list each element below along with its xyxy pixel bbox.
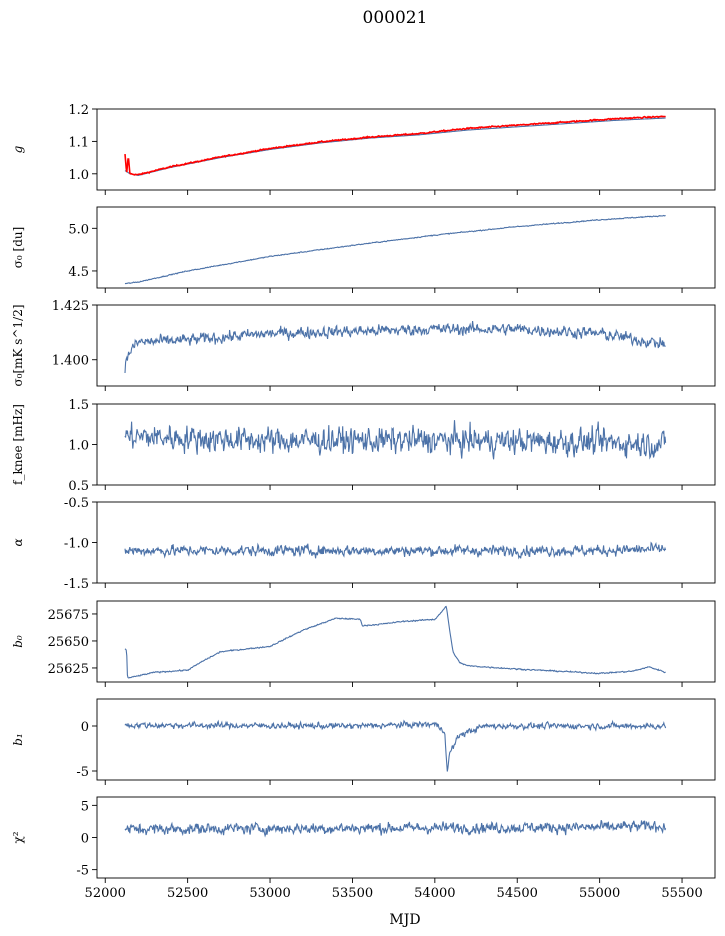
- series-line-g: [124, 117, 666, 176]
- y-tick-label: 5.0: [68, 222, 89, 237]
- y-tick-label: 0.5: [68, 479, 89, 494]
- y-axis-label: σ₀[mK s^1/2]: [11, 304, 25, 386]
- panel-g: 1.0 1.1 1.2 g: [11, 103, 716, 195]
- axes-frame: [96, 698, 716, 781]
- y-tick-label: 25675: [48, 608, 89, 623]
- y-axis-label: σ₀ [du]: [11, 227, 25, 269]
- y-tick-label: 25625: [48, 662, 89, 677]
- y-tick-label: 1.425: [52, 299, 89, 314]
- x-tick-label: 52000: [85, 886, 126, 901]
- panel-fknee: 0.5 1.0 1.5 f_knee [mHz]: [11, 398, 716, 494]
- axes-frame: [96, 796, 716, 879]
- panel-b0: 25625 25650 25675 b₀: [11, 600, 716, 687]
- axes-frame: [96, 403, 716, 486]
- x-tick-label: 54000: [414, 886, 455, 901]
- series-line-sigma0_white: [124, 321, 666, 374]
- y-tick-label: 1.1: [68, 135, 89, 150]
- y-tick-label: 0: [81, 720, 89, 735]
- y-axis-label: χ²: [11, 831, 25, 843]
- series-line-sigma0: [124, 214, 666, 285]
- x-tick-label: 54500: [497, 886, 538, 901]
- axes-frame: [96, 108, 716, 191]
- y-axis-label: α: [11, 538, 25, 546]
- x-tick-label: 55500: [661, 886, 702, 901]
- y-tick-label: -5: [76, 864, 89, 879]
- series-line-b0: [124, 605, 666, 679]
- x-tick-label: 52500: [167, 886, 208, 901]
- y-tick-label: 1.0: [68, 439, 89, 454]
- axes-frame: [96, 600, 716, 683]
- panels: 1.0 1.1 1.2 g 4.5 5.0 σ₀ [du] 1.400 1.425 σ₀[mK s…: [11, 103, 716, 901]
- series-line-alpha: [124, 541, 667, 560]
- y-tick-label: 1.400: [52, 354, 89, 369]
- x-tick-label: 53000: [249, 886, 290, 901]
- axes-frame: [96, 501, 716, 584]
- y-tick-label: 25650: [48, 635, 89, 650]
- y-tick-label: -1.5: [64, 577, 89, 592]
- y-tick-label: 5: [81, 799, 89, 814]
- panel-b1: -5 0 b₁: [11, 698, 716, 785]
- panel-sigma0_white: 1.400 1.425 σ₀[mK s^1/2]: [11, 299, 716, 391]
- y-tick-label: 0: [81, 832, 89, 847]
- y-axis-label: g: [11, 145, 25, 153]
- axes-frame: [96, 206, 716, 289]
- panel-alpha: -1.5 -1.0 -0.5 α: [11, 496, 716, 592]
- y-tick-label: 1.2: [68, 103, 89, 118]
- y-tick-label: -0.5: [64, 496, 89, 511]
- panel-chi2: -5 0 5 52000 52500 53000 53500 54000 54500 55000 5…: [11, 796, 716, 901]
- series-line-chi2: [124, 820, 667, 838]
- x-tick-label: 55000: [579, 886, 620, 901]
- figure-title: 000021: [363, 8, 428, 28]
- axes-frame: [96, 304, 716, 387]
- panel-sigma0: 4.5 5.0 σ₀ [du]: [11, 206, 716, 293]
- y-tick-label: -5: [76, 765, 89, 780]
- series-line-b1: [124, 719, 667, 772]
- y-tick-label: 1.5: [68, 398, 89, 413]
- series-line-fknee: [124, 420, 667, 460]
- y-axis-label: b₁: [11, 733, 25, 746]
- series-line-g-model: [124, 115, 666, 176]
- y-axis-label: b₀: [11, 635, 25, 648]
- y-tick-label: 1.0: [68, 168, 89, 183]
- y-tick-label: -1.0: [64, 537, 89, 552]
- x-axis-label: MJD: [389, 912, 420, 928]
- y-axis-label: f_knee [mHz]: [11, 404, 25, 485]
- x-tick-label: 53500: [332, 886, 373, 901]
- y-tick-label: 4.5: [68, 265, 89, 280]
